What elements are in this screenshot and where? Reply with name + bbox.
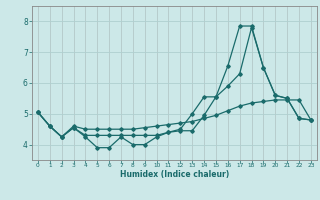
X-axis label: Humidex (Indice chaleur): Humidex (Indice chaleur)	[120, 170, 229, 179]
